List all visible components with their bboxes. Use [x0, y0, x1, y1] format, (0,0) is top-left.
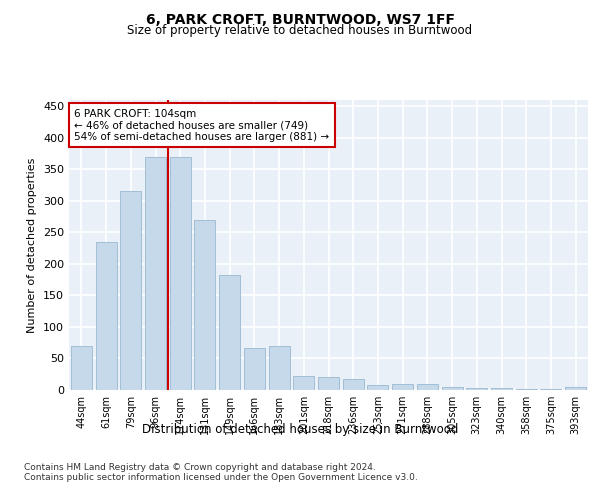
Text: Contains HM Land Registry data © Crown copyright and database right 2024.
Contai: Contains HM Land Registry data © Crown c…	[24, 462, 418, 482]
Bar	[194, 220, 215, 390]
Bar	[367, 385, 388, 390]
Bar	[318, 378, 339, 390]
Bar	[219, 274, 240, 390]
Text: 6, PARK CROFT, BURNTWOOD, WS7 1FF: 6, PARK CROFT, BURNTWOOD, WS7 1FF	[146, 12, 455, 26]
Bar	[491, 388, 512, 390]
Bar	[244, 348, 265, 390]
Text: 6 PARK CROFT: 104sqm
← 46% of detached houses are smaller (749)
54% of semi-deta: 6 PARK CROFT: 104sqm ← 46% of detached h…	[74, 108, 329, 142]
Bar	[269, 346, 290, 390]
Bar	[170, 156, 191, 390]
Bar	[417, 384, 438, 390]
Bar	[120, 192, 141, 390]
Bar	[442, 388, 463, 390]
Text: Distribution of detached houses by size in Burntwood: Distribution of detached houses by size …	[142, 422, 458, 436]
Bar	[71, 346, 92, 390]
Bar	[565, 388, 586, 390]
Y-axis label: Number of detached properties: Number of detached properties	[28, 158, 37, 332]
Bar	[145, 156, 166, 390]
Bar	[392, 384, 413, 390]
Text: Size of property relative to detached houses in Burntwood: Size of property relative to detached ho…	[127, 24, 473, 37]
Bar	[95, 242, 116, 390]
Bar	[466, 388, 487, 390]
Bar	[343, 380, 364, 390]
Bar	[293, 376, 314, 390]
